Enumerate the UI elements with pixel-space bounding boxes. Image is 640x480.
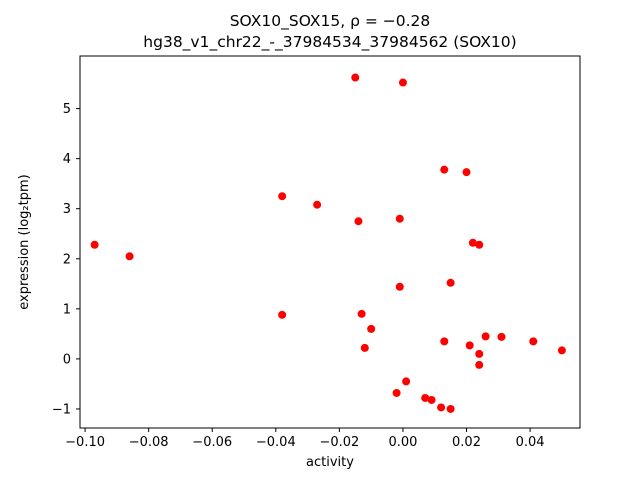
data-point bbox=[354, 217, 363, 226]
data-point bbox=[398, 78, 407, 87]
data-point bbox=[313, 200, 322, 209]
x-tick-label: −0.08 bbox=[129, 435, 169, 450]
x-tick-label: −0.10 bbox=[65, 435, 105, 450]
data-point bbox=[468, 238, 477, 247]
data-point bbox=[357, 309, 366, 318]
x-tick-label: −0.02 bbox=[319, 435, 359, 450]
y-tick-label: −1 bbox=[52, 402, 71, 417]
data-point bbox=[360, 343, 369, 352]
chart-title-line2: hg38_v1_chr22_-_37984534_37984562 (SOX10… bbox=[143, 33, 516, 52]
data-point bbox=[462, 168, 471, 177]
x-axis-label: activity bbox=[306, 455, 354, 470]
data-point bbox=[427, 395, 436, 404]
data-point bbox=[395, 214, 404, 223]
y-tick-label: 4 bbox=[63, 152, 71, 167]
data-point bbox=[497, 332, 506, 341]
data-point bbox=[351, 73, 360, 82]
plot-frame bbox=[79, 55, 581, 429]
data-point bbox=[395, 282, 404, 291]
data-point bbox=[125, 252, 134, 261]
y-tick-label: 3 bbox=[63, 202, 71, 217]
data-point bbox=[278, 192, 287, 201]
x-tick-label: 0.02 bbox=[452, 435, 481, 450]
data-point bbox=[90, 240, 99, 249]
x-tick-label: 0.04 bbox=[516, 435, 545, 450]
y-tick-label: 1 bbox=[63, 302, 71, 317]
x-tick-label: −0.04 bbox=[256, 435, 296, 450]
plot-dynamic-layer: −0.10 −0.08 −0.06 −0.04 −0.02 0.00 0.02 0.04 −1 0… bbox=[52, 73, 566, 450]
data-point bbox=[529, 337, 538, 346]
y-axis-label: expression (log₂tpm) bbox=[17, 174, 32, 309]
data-point bbox=[392, 388, 401, 397]
x-tick-label: 0.00 bbox=[388, 435, 417, 450]
data-point bbox=[440, 165, 449, 174]
data-point bbox=[278, 310, 287, 319]
x-tick-label: −0.06 bbox=[192, 435, 232, 450]
data-point bbox=[446, 404, 455, 413]
data-point bbox=[440, 337, 449, 346]
chart-title-line1: SOX10_SOX15, ρ = −0.28 bbox=[230, 12, 431, 31]
y-tick-label: 5 bbox=[63, 102, 71, 117]
data-point bbox=[475, 349, 484, 358]
data-point bbox=[557, 346, 566, 355]
y-tick-label: 2 bbox=[63, 252, 71, 267]
data-point bbox=[367, 324, 376, 333]
y-tick-label: 0 bbox=[63, 352, 71, 367]
data-point bbox=[446, 278, 455, 287]
data-point bbox=[475, 240, 484, 249]
data-point bbox=[402, 377, 411, 386]
data-point bbox=[437, 403, 446, 412]
data-point bbox=[481, 332, 490, 341]
data-point bbox=[421, 393, 430, 402]
data-point bbox=[465, 341, 474, 350]
data-point bbox=[475, 360, 484, 369]
